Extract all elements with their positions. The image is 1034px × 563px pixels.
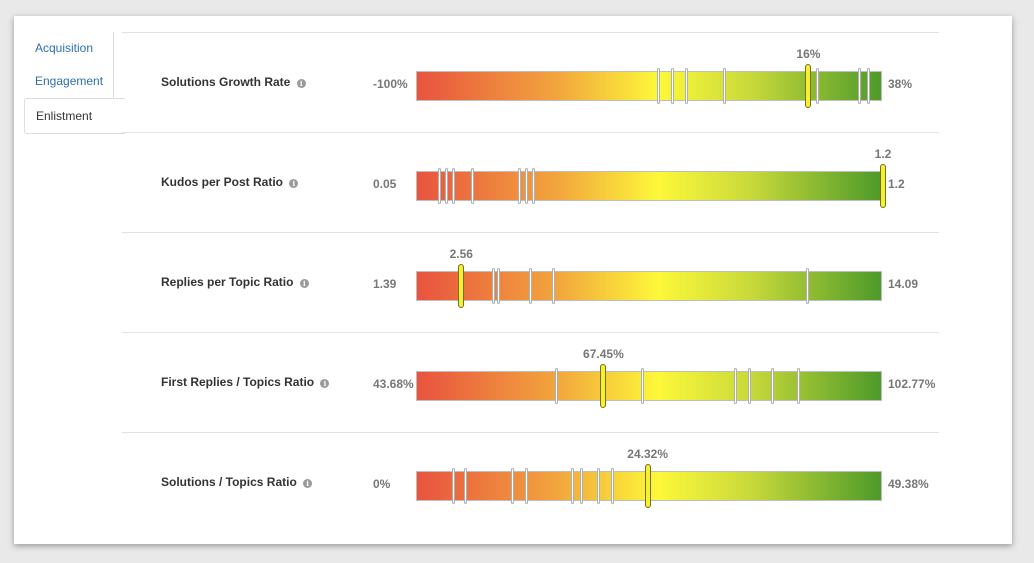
- metric-name: Solutions / Topics Ratio: [161, 475, 297, 489]
- metric-row: Kudos per Post Ratio i 0.05 1.2 1.2: [122, 132, 939, 232]
- range-min-label: 0%: [373, 477, 391, 491]
- metric-name: First Replies / Topics Ratio: [161, 375, 315, 389]
- current-value-label: 67.45%: [583, 347, 624, 361]
- tab-engagement[interactable]: Engagement: [24, 65, 114, 98]
- tab-list: Acquisition Engagement Enlistment: [24, 32, 125, 134]
- current-value-marker[interactable]: [805, 64, 812, 108]
- info-icon[interactable]: i: [296, 79, 306, 88]
- peer-tick[interactable]: [610, 468, 614, 504]
- metric-label: First Replies / Topics Ratio i: [161, 375, 330, 389]
- peer-tick[interactable]: [671, 68, 675, 104]
- range-max-label: 1.2: [888, 177, 905, 191]
- peer-tick[interactable]: [641, 368, 644, 404]
- peer-tick[interactable]: [491, 268, 495, 304]
- main-panel: Acquisition Engagement Enlistment Soluti…: [14, 16, 1012, 544]
- metric-name: Solutions Growth Rate: [161, 75, 291, 89]
- metric-row: First Replies / Topics Ratio i 43.68% 67…: [122, 332, 939, 432]
- range-min-label: 1.39: [373, 277, 397, 291]
- range-min-label: -100%: [373, 77, 408, 91]
- peer-tick[interactable]: [524, 168, 528, 204]
- tab-acquisition[interactable]: Acquisition: [24, 32, 114, 65]
- peer-tick[interactable]: [748, 368, 752, 404]
- benchmark-bar: 16%: [416, 47, 882, 108]
- metric-label: Kudos per Post Ratio i: [161, 175, 299, 189]
- metric-row: Replies per Topic Ratio i 1.39 2.56 14.0…: [122, 232, 939, 332]
- peer-tick[interactable]: [517, 168, 521, 204]
- peer-tick[interactable]: [571, 468, 575, 504]
- range-min-label: 0.05: [373, 177, 397, 191]
- peer-tick[interactable]: [722, 68, 726, 104]
- info-icon[interactable]: i: [299, 279, 309, 288]
- current-value-label: 1.2: [874, 147, 892, 161]
- peer-tick[interactable]: [596, 468, 600, 504]
- peer-tick[interactable]: [734, 368, 738, 404]
- metric-label: Solutions / Topics Ratio i: [161, 475, 313, 489]
- metrics-list: Solutions Growth Rate i -100% 16% 38% Ku…: [122, 32, 939, 532]
- peer-tick[interactable]: [552, 268, 556, 304]
- current-value-marker[interactable]: [880, 164, 886, 208]
- peer-tick[interactable]: [496, 268, 500, 304]
- peer-tick[interactable]: [470, 168, 474, 204]
- current-value-marker[interactable]: [458, 264, 465, 308]
- peer-tick[interactable]: [771, 368, 775, 404]
- range-min-label: 43.68%: [373, 377, 414, 391]
- benchmark-bar: 2.56: [416, 247, 882, 308]
- info-icon[interactable]: i: [320, 379, 330, 388]
- range-max-label: 14.09: [888, 277, 919, 291]
- peer-tick[interactable]: [657, 68, 661, 104]
- benchmark-bar: 1.2: [416, 147, 891, 208]
- peer-tick[interactable]: [806, 268, 810, 304]
- current-value-marker[interactable]: [600, 364, 607, 408]
- peer-tick[interactable]: [438, 168, 442, 204]
- peer-tick[interactable]: [867, 68, 871, 104]
- peer-tick[interactable]: [857, 68, 861, 104]
- peer-tick[interactable]: [510, 468, 514, 504]
- info-icon[interactable]: i: [303, 479, 313, 488]
- metric-name: Kudos per Post Ratio: [161, 175, 284, 189]
- info-icon[interactable]: i: [289, 179, 299, 188]
- range-max-label: 38%: [888, 77, 913, 91]
- current-value-label: 24.32%: [627, 447, 669, 461]
- current-value-label: 16%: [796, 47, 821, 61]
- range-max-label: 49.38%: [888, 477, 929, 491]
- range-max-label: 102.77%: [888, 377, 936, 391]
- metric-row: Solutions Growth Rate i -100% 16% 38%: [122, 32, 939, 132]
- tab-enlistment[interactable]: Enlistment: [24, 98, 125, 134]
- peer-tick[interactable]: [524, 468, 528, 504]
- peer-tick[interactable]: [529, 268, 533, 304]
- metric-label: Replies per Topic Ratio i: [161, 275, 309, 289]
- peer-tick[interactable]: [463, 468, 467, 504]
- metric-name: Replies per Topic Ratio: [161, 275, 294, 289]
- benchmark-bar: 67.45%: [416, 347, 882, 408]
- benchmark-bar: 24.32%: [416, 447, 882, 508]
- peer-tick[interactable]: [797, 368, 801, 404]
- peer-tick[interactable]: [452, 168, 456, 204]
- peer-tick[interactable]: [445, 168, 449, 204]
- current-value-label: 2.56: [449, 247, 473, 261]
- metric-row: Solutions / Topics Ratio i 0% 24.32% 49.…: [122, 432, 939, 532]
- peer-tick[interactable]: [580, 468, 584, 504]
- current-value-marker[interactable]: [644, 464, 651, 508]
- peer-tick[interactable]: [554, 368, 558, 404]
- peer-tick[interactable]: [531, 168, 535, 204]
- peer-tick[interactable]: [815, 68, 819, 104]
- peer-tick[interactable]: [452, 468, 456, 504]
- peer-tick[interactable]: [685, 68, 689, 104]
- metric-label: Solutions Growth Rate i: [161, 75, 306, 89]
